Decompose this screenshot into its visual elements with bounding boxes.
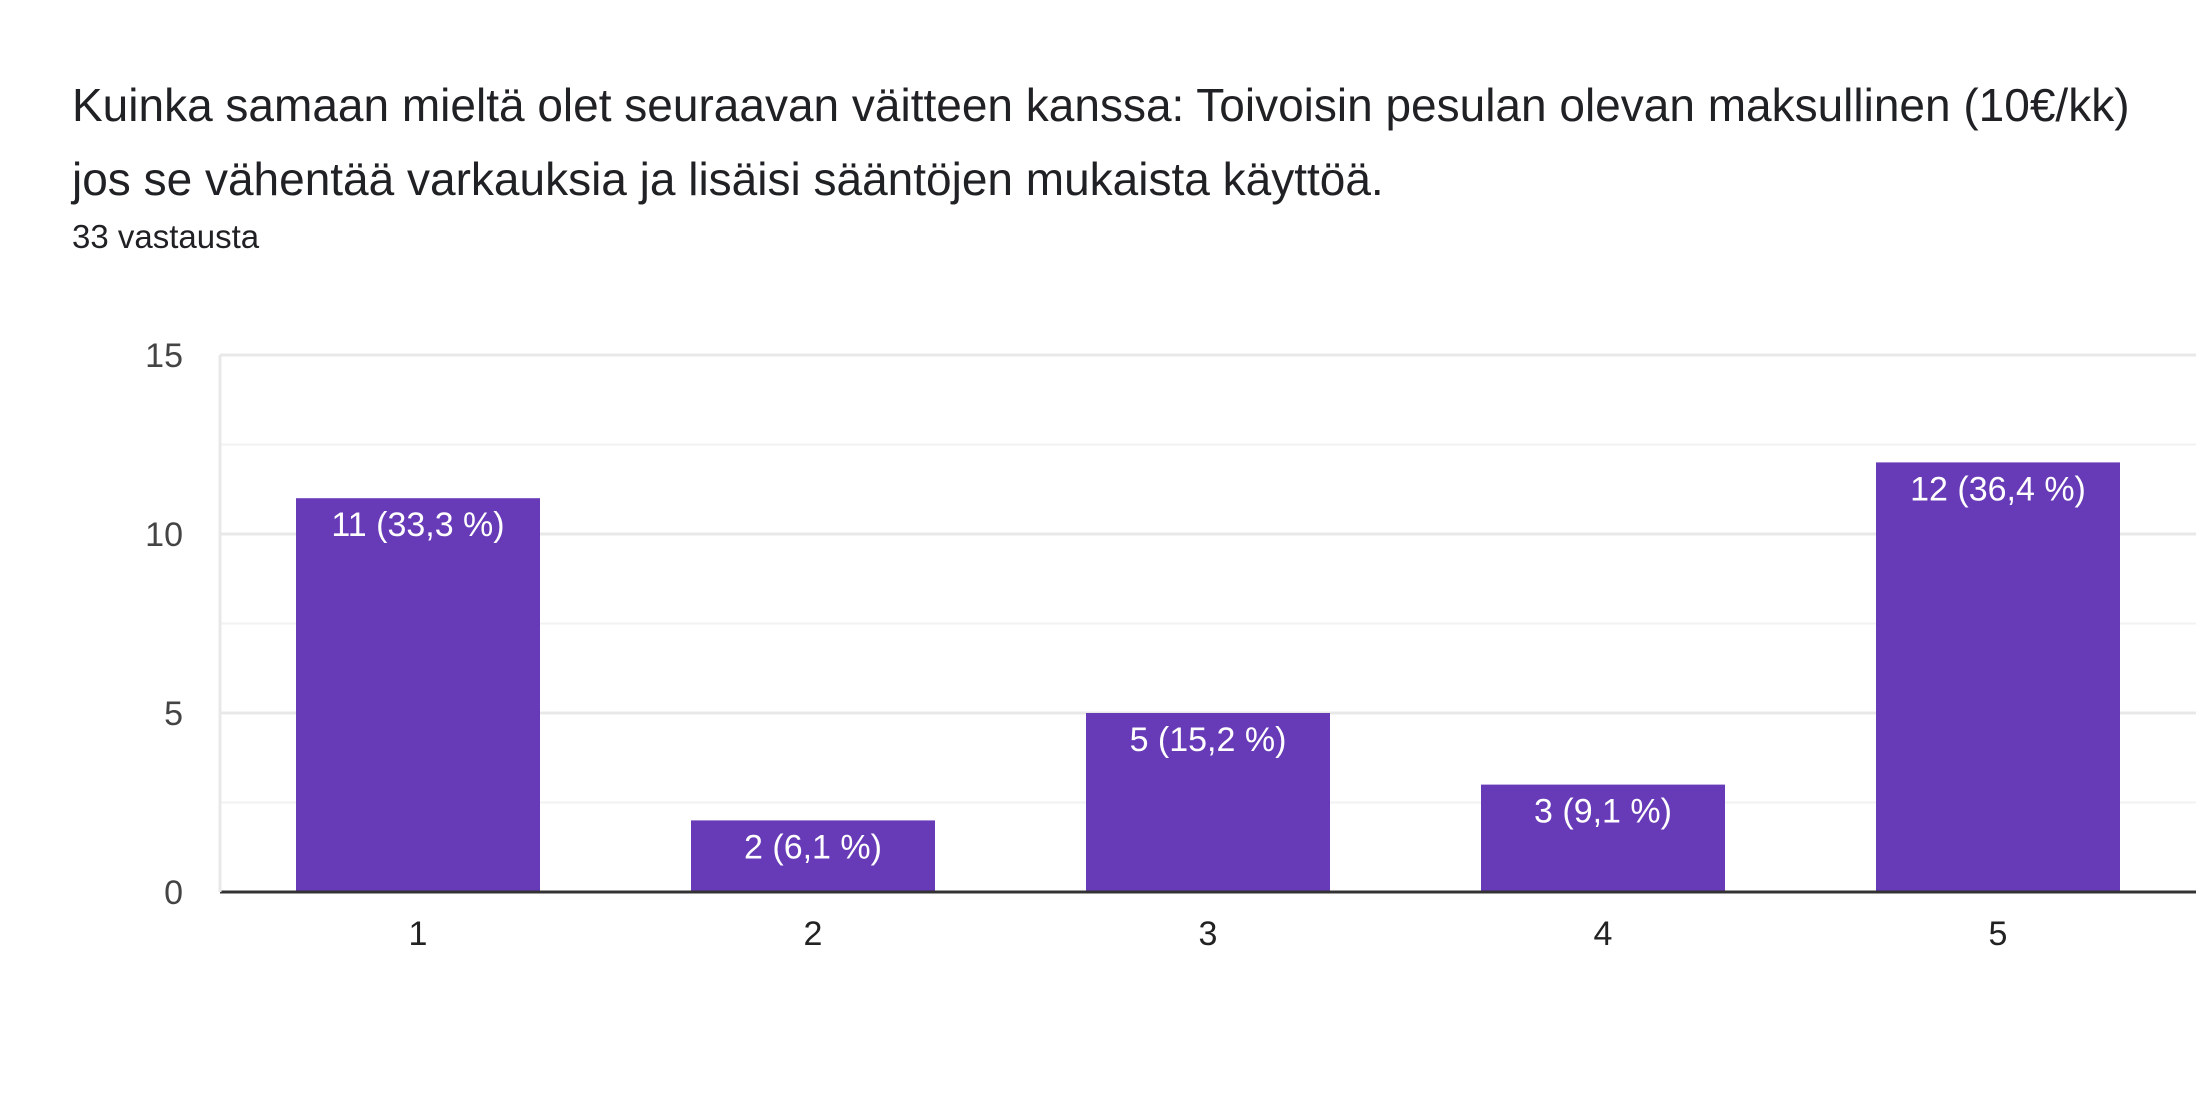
bar[interactable] [691,820,935,892]
data-label: 12 (36,4 %) [1910,470,2086,508]
bars [296,462,2120,892]
chart-title: Kuinka samaan mieltä olet seuraavan väit… [72,79,2130,205]
bar[interactable] [1481,784,1725,892]
bar[interactable] [1876,462,2120,892]
y-tick-label: 5 [164,695,183,733]
x-axis-ticks: 1 2 3 4 5 [409,915,2008,953]
y-axis-ticks: 0 5 10 15 [145,337,183,912]
data-label: 3 (9,1 %) [1534,793,1672,831]
y-tick-label: 10 [145,516,183,554]
x-tick-label: 5 [1989,915,2008,953]
data-label: 5 (15,2 %) [1130,721,1287,759]
x-tick-label: 4 [1594,915,1613,953]
bar[interactable] [1086,713,1330,892]
x-tick-label: 1 [409,915,428,953]
response-count: 33 vastausta [72,218,260,255]
bar[interactable] [296,498,540,892]
data-label: 11 (33,3 %) [331,506,504,544]
x-tick-label: 2 [804,915,823,953]
data-label: 2 (6,1 %) [744,828,882,866]
data-labels: 11 (33,3 %) 2 (6,1 %) 5 (15,2 %) 3 (9,1 %) 1… [331,470,2086,866]
y-tick-label: 0 [164,874,183,912]
y-tick-label: 15 [145,337,183,375]
x-tick-label: 3 [1199,915,1218,953]
